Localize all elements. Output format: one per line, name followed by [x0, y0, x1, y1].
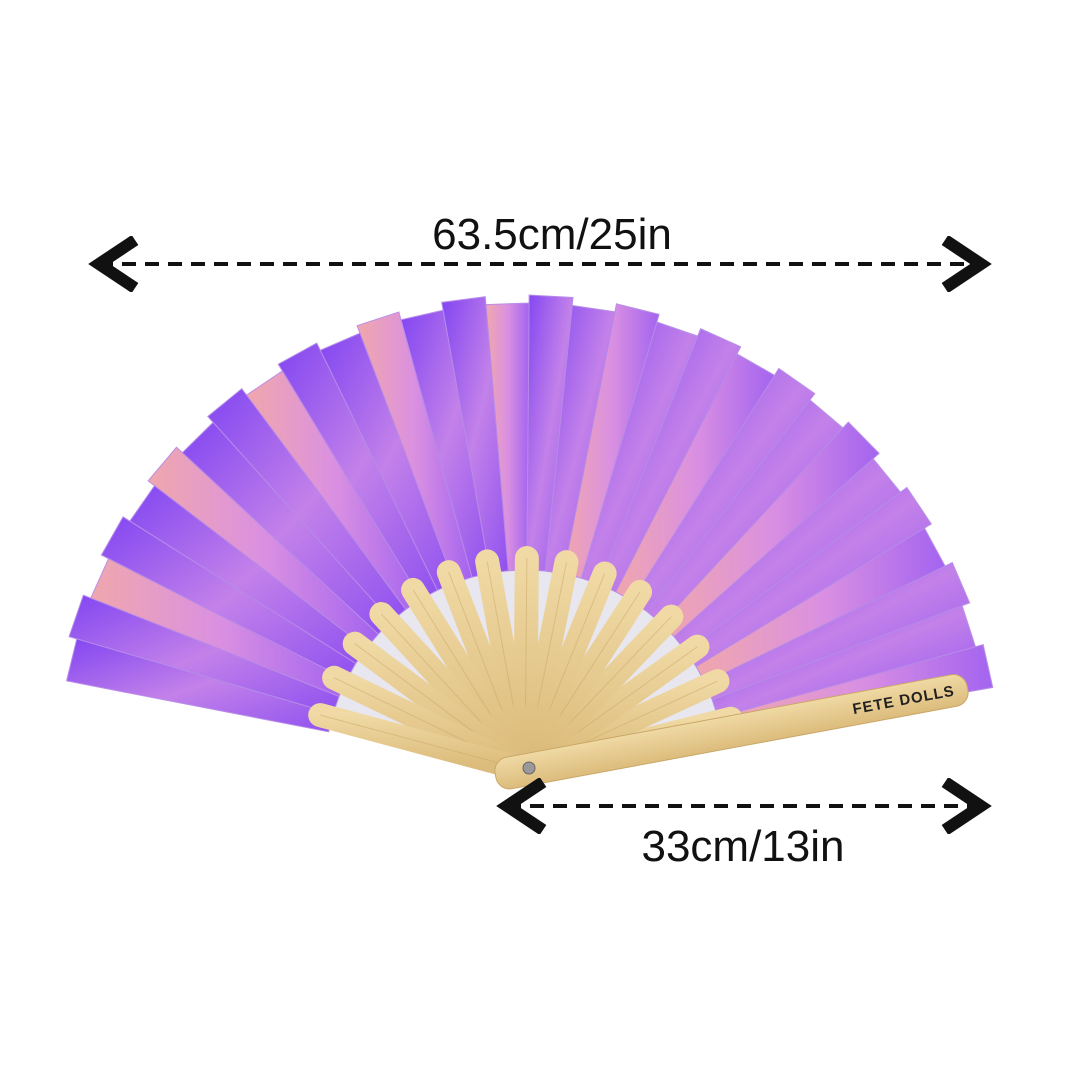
width-label: 63.5cm/25in — [432, 210, 672, 259]
fan-rib-edge — [320, 714, 506, 766]
pivot — [522, 761, 536, 775]
handle-body — [494, 674, 969, 790]
handle-label: 33cm/13in — [641, 822, 844, 871]
fan: FETE DOLLS — [65, 294, 994, 790]
